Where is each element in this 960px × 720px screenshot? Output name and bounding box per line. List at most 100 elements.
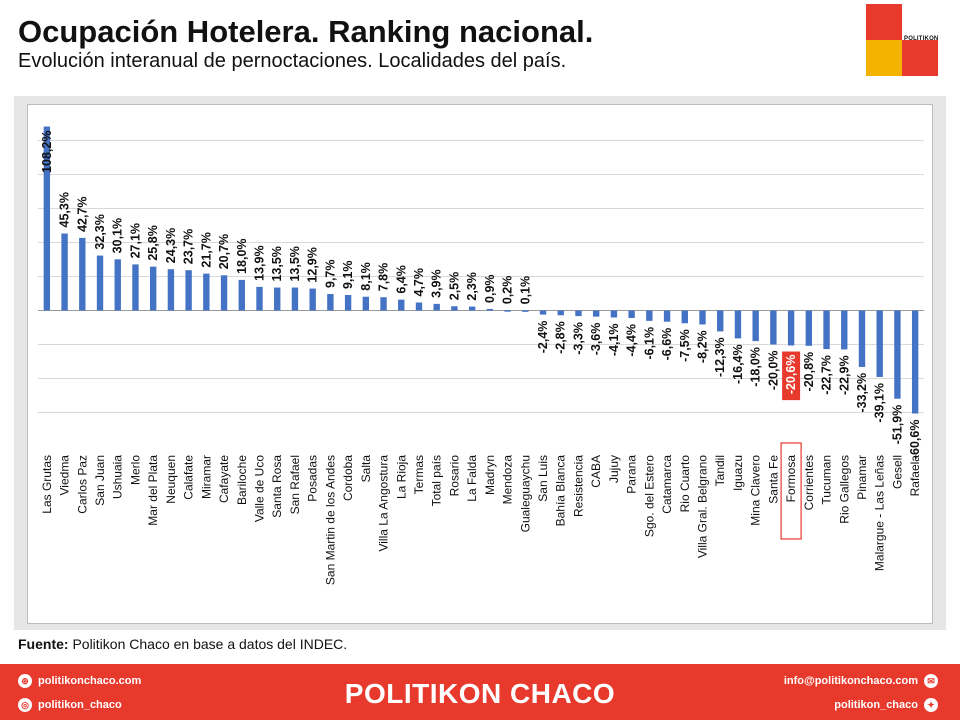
bar (858, 310, 866, 367)
footer-web[interactable]: ⊕ politikonchaco.com (18, 674, 141, 688)
category-label: Neuquen (164, 455, 178, 504)
value-label: -8,2% (696, 330, 710, 363)
category-label: Calafate (182, 455, 196, 500)
category-label: La Falda (465, 455, 479, 502)
bar (61, 233, 68, 311)
bar (327, 294, 334, 311)
category-label: Santa Fe (766, 455, 780, 504)
bar (734, 310, 742, 339)
footer-instagram[interactable]: ◎ politikon_chaco (18, 698, 122, 712)
category-label: Madryn (483, 455, 497, 495)
bar (415, 302, 423, 311)
page-title: Ocupación Hotelera. Ranking nacional. (18, 14, 594, 49)
value-label: -3,6% (589, 323, 603, 356)
category-label: Gualeguaychu (518, 455, 532, 532)
category-label: Termas (412, 455, 426, 494)
bar (468, 306, 476, 311)
footer-email[interactable]: info@politikonchaco.com ✉ (784, 674, 938, 688)
value-label: 20,7% (217, 234, 231, 269)
logo-text: POLITIKON (904, 36, 939, 42)
bar (628, 310, 635, 318)
bar (681, 310, 688, 324)
value-label: -22,9% (837, 355, 851, 395)
category-label: San Rafael (288, 455, 302, 514)
bar (841, 310, 848, 350)
bar (79, 237, 86, 311)
category-label: Resistencia (571, 455, 585, 517)
value-label: 7,8% (377, 263, 391, 292)
value-label: 8,1% (359, 262, 373, 291)
bar (610, 310, 618, 318)
value-label: 23,7% (182, 229, 196, 264)
footer-web-text: politikonchaco.com (38, 675, 142, 687)
bar (539, 310, 547, 315)
category-label: Rio Gallegos (837, 455, 851, 524)
value-label: -2,4% (536, 321, 550, 354)
value-label: 9,1% (341, 261, 355, 290)
category-label: Formosa (784, 455, 798, 503)
category-label: Bahía Blanca (554, 455, 568, 527)
value-label: -7,5% (678, 329, 692, 362)
category-label: Parana (625, 455, 639, 494)
bar (309, 288, 316, 311)
footer-twitter[interactable]: politikon_chaco ✦ (834, 698, 938, 712)
bar (717, 310, 724, 332)
category-label: Cafayate (217, 455, 231, 503)
value-label: 45,3% (58, 192, 72, 227)
twitter-icon: ✦ (924, 698, 938, 712)
category-label: Tandil (713, 455, 727, 486)
highlight-box (780, 442, 802, 540)
category-label: San Luis (536, 455, 550, 502)
value-label: -33,2% (855, 373, 869, 413)
category-label: Total país (430, 455, 444, 506)
category-label: Sgo. del Estero (642, 455, 656, 537)
category-label: CABA (589, 455, 603, 488)
value-label: 9,7% (323, 260, 337, 289)
value-label: 13,5% (288, 246, 302, 281)
bar (203, 273, 210, 311)
bar (132, 264, 139, 311)
bar (646, 310, 653, 321)
value-label: -2,8% (554, 321, 568, 354)
bar (185, 270, 192, 311)
category-label: Villa Gral. Belgrano (696, 455, 710, 558)
value-label: 6,4% (394, 265, 408, 294)
category-label: Gesell (890, 455, 904, 489)
footer-bar: ⊕ politikonchaco.com ◎ politikon_chaco P… (0, 664, 960, 720)
category-label: Salta (359, 455, 373, 483)
bar (823, 310, 830, 350)
value-label: -51,9% (890, 405, 904, 445)
logo-square-white (902, 4, 938, 40)
value-label: 21,7% (199, 232, 213, 267)
category-label: Villa La Angostura (377, 455, 391, 552)
value-label: -22,7% (820, 355, 834, 395)
page-subtitle: Evolución interanual de pernoctaciones. … (18, 50, 567, 72)
value-label: -3,3% (571, 322, 585, 355)
value-label: 0,1% (518, 276, 532, 305)
category-label: Jujuy (607, 455, 621, 483)
bar (805, 310, 813, 346)
bar (380, 297, 387, 311)
category-label: Carlos Paz (75, 455, 89, 514)
bar-chart: 108,2% Las Grutas 45,3% Viedma 42,7% Carlos P… (38, 126, 924, 585)
bar (522, 310, 529, 312)
logo-square-yellow (866, 40, 902, 76)
value-label: -4,4% (625, 324, 639, 357)
bar (274, 287, 281, 311)
category-label: Pinamar (855, 455, 869, 500)
bar (256, 286, 263, 311)
value-label: -16,4% (731, 344, 745, 384)
bar (911, 310, 919, 414)
highlight-label-bg (782, 351, 801, 401)
category-label: Merlo (128, 455, 142, 485)
bar (43, 126, 51, 311)
bar (433, 303, 440, 311)
politikon-logo: POLITIKON (866, 4, 938, 76)
bar (557, 310, 564, 316)
value-label: 0,9% (483, 274, 497, 303)
value-label: 18,0% (235, 238, 249, 273)
category-label: San Martin de los Andes (323, 455, 337, 585)
bar (894, 310, 901, 399)
category-label: Rio Cuarto (678, 455, 692, 513)
bar (486, 308, 494, 311)
